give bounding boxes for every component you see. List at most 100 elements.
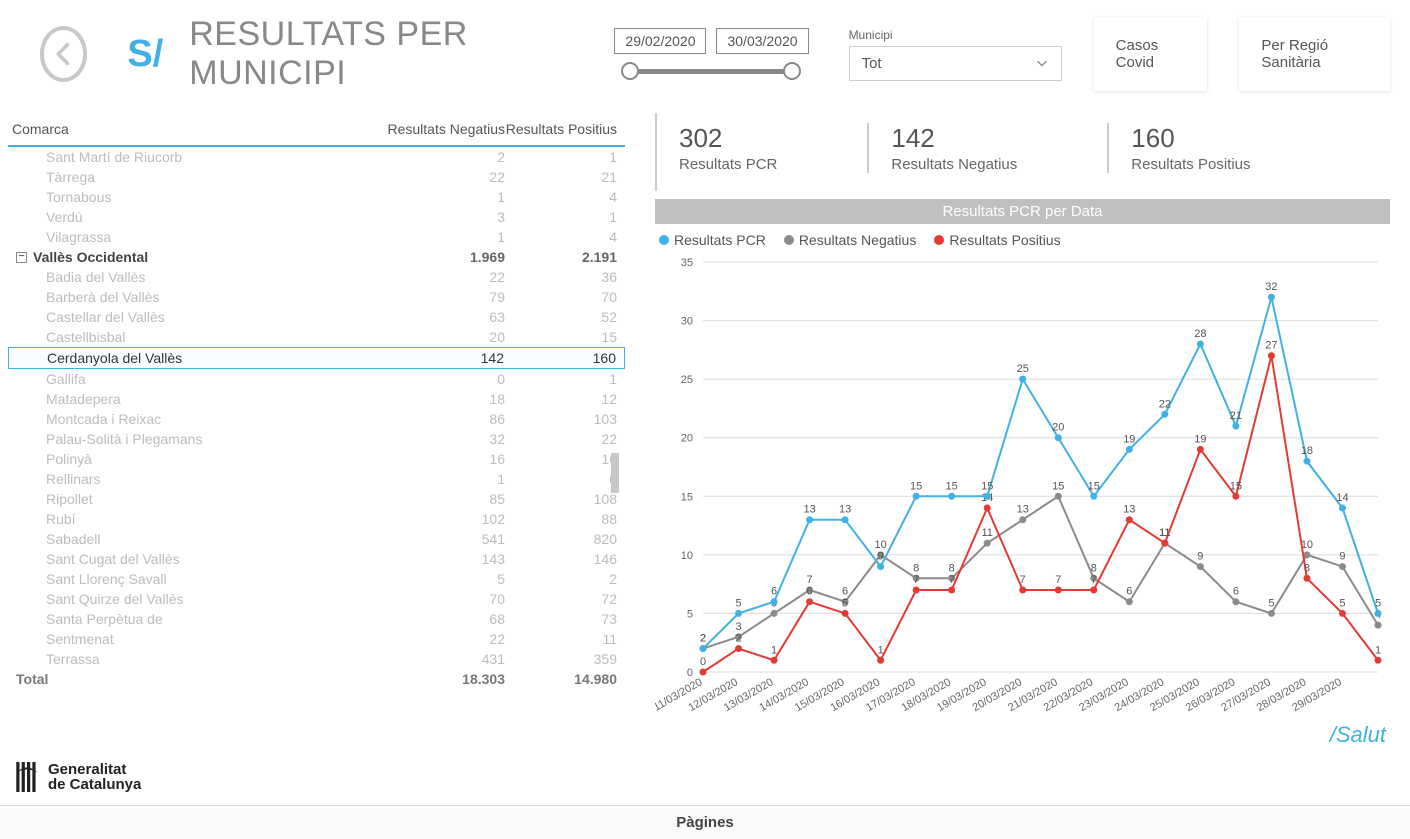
table-row[interactable]: Gallifa01 [8,369,625,389]
col-negatius[interactable]: Resultats Negatius [375,121,505,137]
svg-text:19: 19 [1194,433,1206,445]
date-from[interactable]: 29/02/2020 [614,28,706,54]
svg-text:13: 13 [803,504,815,516]
date-to[interactable]: 30/03/2020 [716,28,808,54]
svg-text:8: 8 [949,562,955,574]
svg-text:11: 11 [981,527,992,539]
table-row[interactable]: Verdú31 [8,207,625,227]
svg-text:9: 9 [1197,551,1203,563]
slider-handle-from[interactable] [621,62,639,80]
table-row[interactable]: Ripollet85108 [8,489,625,509]
svg-text:0: 0 [700,656,706,668]
casos-covid-button[interactable]: Casos Covid [1094,17,1208,91]
salut-brand: /Salut [1330,722,1386,748]
generalitat-icon [16,762,38,792]
table-header: Comarca Resultats Negatius Resultats Pos… [8,113,625,147]
title-prefix: S/ [127,33,163,76]
table-row[interactable]: Vilagrassa14 [8,227,625,247]
logo-line1: Generalitat [48,762,141,778]
svg-text:15: 15 [681,491,693,503]
table-row[interactable]: Cerdanyola del Vallès142160 [8,347,625,369]
svg-text:6: 6 [1233,586,1239,598]
per-regio-button[interactable]: Per Regió Sanitària [1239,17,1390,91]
svg-text:21: 21 [1230,410,1242,422]
table-row[interactable]: Rubí10288 [8,509,625,529]
svg-text:25: 25 [1017,363,1029,375]
table-row[interactable]: Tornabous14 [8,187,625,207]
col-comarca[interactable]: Comarca [12,121,375,137]
table-row[interactable]: Castellbisbal2015 [8,327,625,347]
table-row[interactable]: −Vallès Occidental1.9692.191 [8,247,625,267]
municipi-value: Tot [862,55,882,72]
table-row[interactable]: Terrassa431359 [8,649,625,669]
table-row[interactable]: Barberà del Vallès7970 [8,287,625,307]
table-row[interactable]: Sentmenat2211 [8,629,625,649]
svg-text:8: 8 [1091,562,1097,574]
arrow-left-icon [50,40,78,68]
svg-text:28: 28 [1194,328,1206,340]
svg-text:10: 10 [681,550,693,562]
svg-text:5: 5 [735,597,741,609]
svg-text:18: 18 [1301,445,1313,457]
svg-text:6: 6 [1126,586,1132,598]
table-row[interactable]: Castellar del Vallès6352 [8,307,625,327]
svg-text:32: 32 [1265,281,1277,293]
logo-line2: de Catalunya [48,777,141,793]
svg-text:9: 9 [878,551,884,563]
svg-text:19: 19 [1123,433,1135,445]
date-range-slider[interactable]: 29/02/2020 30/03/2020 [614,28,808,80]
svg-text:13: 13 [1017,504,1029,516]
chart-legend: Resultats PCR Resultats Negatius Resulta… [655,224,1390,252]
svg-text:27: 27 [1265,340,1277,352]
table-row[interactable]: Santa Perpètua de6873 [8,609,625,629]
table-row[interactable]: Polinyà1616 [8,449,625,469]
col-positius[interactable]: Resultats Positius [505,121,625,137]
kpi-pcr: 302 Resultats PCR [679,123,777,173]
table-row[interactable]: Tàrrega2221 [8,167,625,187]
table-body[interactable]: Sant Martí de Riucorb21Tàrrega2221Tornab… [8,147,625,750]
svg-text:6: 6 [842,586,848,598]
chart-title: Resultats PCR per Data [655,199,1390,224]
svg-text:5: 5 [1339,597,1345,609]
svg-text:5: 5 [687,608,693,620]
svg-text:8: 8 [1304,562,1310,574]
svg-text:35: 35 [681,257,693,269]
svg-text:5: 5 [842,597,848,609]
svg-text:11: 11 [1159,527,1170,539]
table-row[interactable]: Montcada i Reixac86103 [8,409,625,429]
svg-text:1: 1 [1375,644,1381,656]
table-row[interactable]: Sant Cugat del Vallès143146 [8,549,625,569]
svg-text:9: 9 [1339,551,1345,563]
table-row[interactable]: Sant Llorenç Savall52 [8,569,625,589]
svg-text:1: 1 [771,644,777,656]
svg-text:5: 5 [1375,597,1381,609]
table-row[interactable]: Matadepera1812 [8,389,625,409]
svg-text:15: 15 [1052,480,1064,492]
chevron-down-icon [1035,56,1049,70]
svg-text:15: 15 [1088,480,1100,492]
svg-text:7: 7 [807,574,813,586]
svg-text:13: 13 [839,504,851,516]
municipi-select[interactable]: Tot [849,46,1062,81]
svg-text:15: 15 [946,480,958,492]
svg-text:15: 15 [910,480,922,492]
svg-text:0: 0 [687,667,693,679]
slider-handle-to[interactable] [783,62,801,80]
back-button[interactable] [40,26,87,82]
svg-text:15: 15 [1230,480,1242,492]
svg-text:2: 2 [735,633,741,645]
table-row[interactable]: Sabadell541820 [8,529,625,549]
line-chart[interactable]: 0510152025303511/03/202012/03/202013/03/… [655,252,1390,742]
svg-text:2: 2 [700,633,706,645]
table-row[interactable]: Sant Martí de Riucorb21 [8,147,625,167]
svg-text:30: 30 [681,316,693,328]
pagines-bar[interactable]: Pàgines [0,805,1410,839]
table-row[interactable]: Badia del Vallès2236 [8,267,625,287]
table-row[interactable]: Palau-Solità i Plegamans3222 [8,429,625,449]
collapse-icon[interactable]: − [16,252,27,263]
table-row[interactable]: Rellinars10 [8,469,625,489]
svg-text:7: 7 [949,574,955,586]
svg-text:14: 14 [1336,492,1348,504]
table-row[interactable]: Sant Quirze del Vallès7072 [8,589,625,609]
kpi-positius: 160 Resultats Positius [1107,123,1250,173]
